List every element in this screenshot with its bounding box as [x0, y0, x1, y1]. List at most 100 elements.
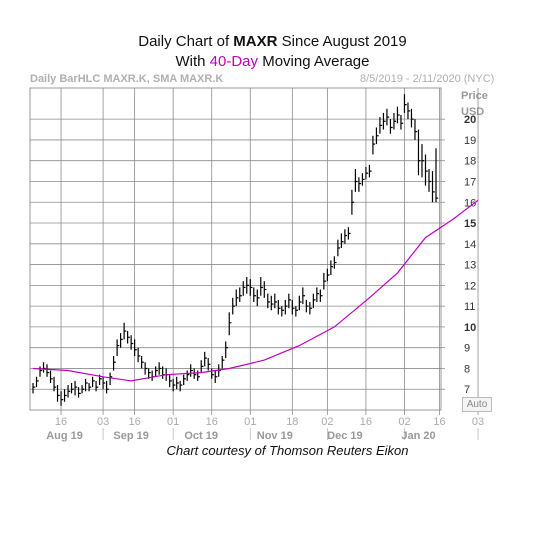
- price-bar: [67, 385, 71, 398]
- x-tick-label: 18: [286, 416, 298, 428]
- price-bar: [326, 268, 330, 282]
- price-bar: [172, 378, 176, 392]
- price-bar: [358, 177, 362, 192]
- price-bar: [32, 382, 36, 394]
- y-tick-label: 14: [464, 239, 476, 251]
- y-tick-label: 8: [464, 363, 470, 375]
- price-bar: [116, 339, 120, 356]
- price-bar: [141, 355, 144, 369]
- price-bar: [246, 277, 249, 294]
- price-bar: [123, 322, 127, 340]
- price-bar: [344, 229, 348, 244]
- price-bar: [102, 376, 106, 390]
- price-bar: [295, 306, 299, 317]
- y-tick-label: 20: [464, 114, 476, 126]
- x-tick-label: 16: [206, 416, 218, 428]
- price-bar: [288, 293, 292, 309]
- auto-scale-button[interactable]: Auto: [462, 397, 492, 412]
- price-bar: [424, 154, 428, 186]
- x-month-label: Dec 19: [327, 430, 362, 442]
- y-tick-label: 10: [464, 322, 476, 334]
- price-bar: [137, 347, 141, 363]
- price-bar: [81, 385, 85, 394]
- price-bar: [284, 299, 288, 315]
- price-bar: [186, 370, 190, 381]
- price-bar: [235, 289, 239, 307]
- price-bar: [361, 173, 365, 186]
- y-tick-label: 16: [464, 197, 476, 209]
- price-bar: [225, 341, 228, 359]
- x-month-label: Nov 19: [257, 430, 293, 442]
- price-bar: [396, 106, 400, 124]
- subtitle-suffix: Moving Average: [258, 53, 370, 70]
- price-bar: [176, 376, 179, 390]
- x-tick-label: 01: [167, 416, 179, 428]
- price-bar: [49, 370, 53, 383]
- price-bar: [417, 129, 421, 176]
- price-bar: [88, 382, 92, 392]
- y-tick-label: 9: [464, 343, 470, 355]
- price-bar: [323, 272, 327, 290]
- x-month-label: Jan 20: [401, 430, 435, 442]
- price-bar: [144, 362, 148, 375]
- price-bar: [365, 166, 369, 180]
- price-bar: [319, 289, 323, 302]
- x-tick-label: 16: [360, 416, 372, 428]
- price-bar: [169, 374, 172, 388]
- price-bar: [375, 127, 379, 145]
- y-tick-label: 15: [464, 218, 476, 230]
- title-ticker: MAXR: [233, 33, 278, 50]
- plot-area: [29, 87, 442, 411]
- price-bar: [109, 372, 113, 386]
- price-bar: [105, 380, 109, 394]
- chart-title: Daily Chart of MAXR Since August 2019: [0, 33, 545, 50]
- price-bar: [298, 295, 302, 311]
- price-bar: [263, 281, 267, 298]
- series-description: Daily BarHLC MAXR.K, SMA MAXR.K: [30, 73, 224, 85]
- price-bar: [407, 102, 411, 120]
- y-tick-label: 19: [464, 135, 476, 147]
- price-bar: [60, 391, 64, 406]
- price-bar: [277, 299, 281, 315]
- price-bar: [267, 293, 270, 309]
- y-tick-label: 12: [464, 280, 476, 292]
- y-tick-label: 17: [464, 176, 476, 188]
- price-bar: [130, 335, 134, 350]
- price-bar: [302, 287, 306, 305]
- price-bar: [379, 117, 383, 134]
- price-bar: [70, 382, 74, 394]
- chart-credit: Chart courtesy of Thomson Reuters Eikon: [166, 443, 409, 458]
- price-bar: [386, 108, 390, 126]
- price-bar: [42, 362, 46, 373]
- price-bar: [421, 144, 425, 178]
- x-month-label: Oct 19: [184, 430, 218, 442]
- title-prefix: Daily Chart of: [138, 33, 234, 50]
- price-bar: [330, 260, 334, 275]
- price-bar: [347, 227, 351, 240]
- price-bar: [134, 339, 137, 356]
- price-bar: [312, 293, 316, 309]
- title-suffix: Since August 2019: [277, 33, 407, 50]
- price-bar: [382, 112, 386, 130]
- date-range: 8/5/2019 - 2/11/2020 (NYC): [360, 73, 495, 85]
- price-bar: [291, 299, 295, 315]
- price-bar: [232, 297, 235, 315]
- price-bar: [249, 279, 253, 296]
- price-bar: [270, 295, 274, 311]
- y-tick-label: 7: [464, 384, 470, 396]
- price-bar: [91, 376, 95, 388]
- price-bar: [393, 112, 397, 130]
- subtitle-highlight: 40-Day: [209, 53, 259, 70]
- price-bar: [193, 368, 197, 379]
- x-tick-label: 02: [321, 416, 333, 428]
- price-bar: [309, 301, 313, 315]
- y-tick-label: 11: [464, 301, 475, 313]
- price-bar: [256, 289, 260, 307]
- price-bar: [53, 376, 57, 392]
- price-bar: [435, 148, 439, 203]
- price-bar: [221, 355, 225, 369]
- price-bar: [400, 115, 404, 130]
- price-bar: [200, 360, 204, 373]
- price-bar: [253, 287, 256, 302]
